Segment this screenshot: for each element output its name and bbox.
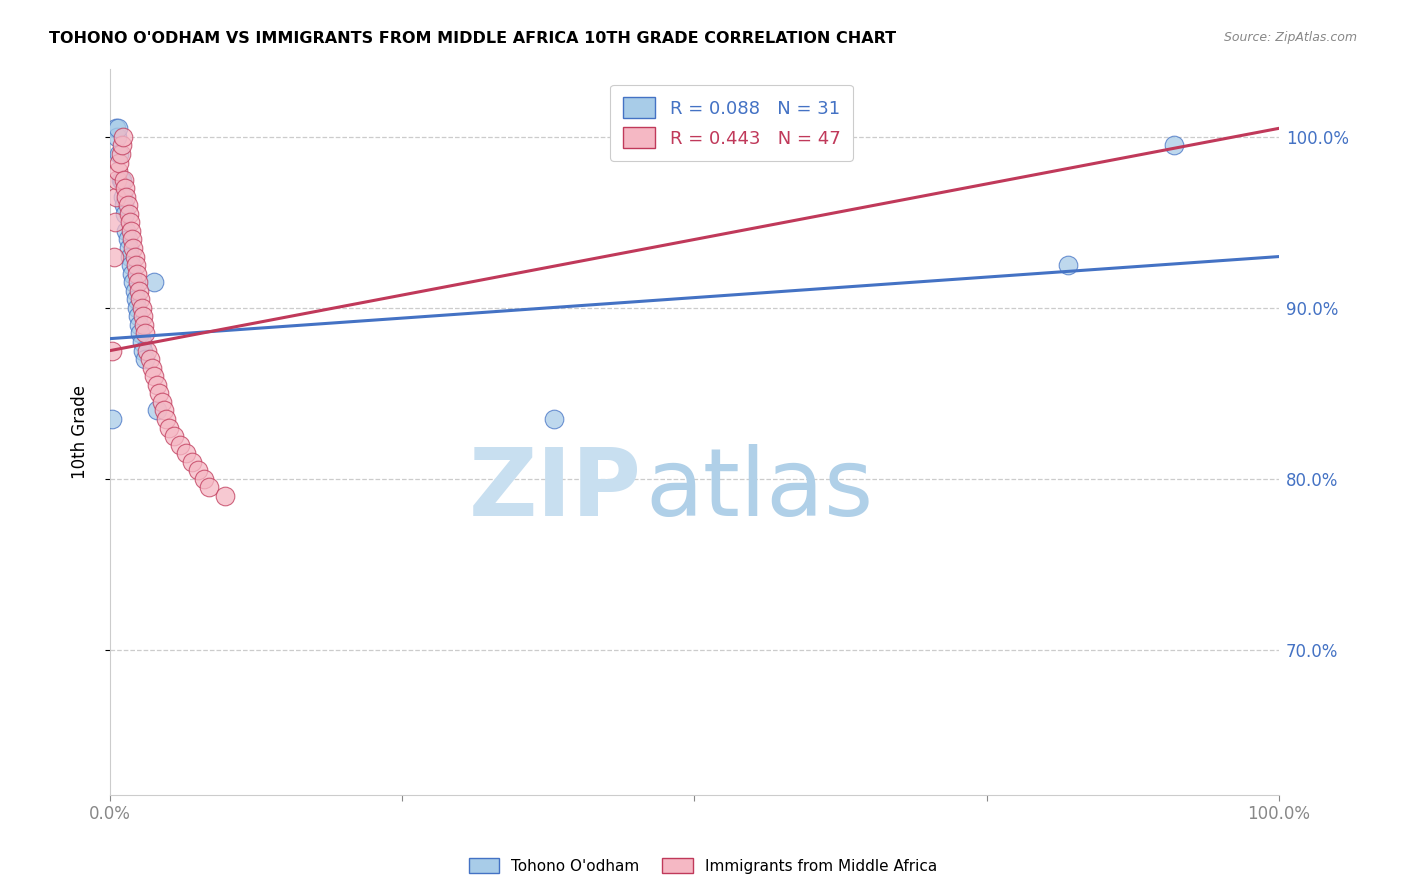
Point — [104, 121, 127, 136]
Point — [174, 446, 197, 460]
Point — [115, 224, 138, 238]
Point — [132, 318, 155, 332]
Point — [104, 215, 127, 229]
Point — [117, 232, 139, 246]
Point — [128, 318, 150, 332]
Point — [150, 395, 173, 409]
Point — [117, 198, 139, 212]
Text: ZIP: ZIP — [470, 444, 643, 536]
Point — [125, 293, 148, 307]
Y-axis label: 10th Grade: 10th Grade — [72, 384, 89, 479]
Point — [153, 403, 176, 417]
Point — [1163, 138, 1185, 153]
Point — [136, 343, 159, 358]
Point — [124, 250, 146, 264]
Point — [214, 489, 236, 503]
Point — [110, 147, 132, 161]
Point — [120, 258, 142, 272]
Text: TOHONO O'ODHAM VS IMMIGRANTS FROM MIDDLE AFRICA 10TH GRADE CORRELATION CHART: TOHONO O'ODHAM VS IMMIGRANTS FROM MIDDLE… — [49, 31, 897, 46]
Point — [118, 250, 141, 264]
Point — [120, 224, 142, 238]
Point — [180, 455, 202, 469]
Point — [129, 293, 152, 307]
Point — [127, 275, 149, 289]
Point — [111, 172, 134, 186]
Point — [169, 437, 191, 451]
Point — [132, 343, 155, 358]
Point — [143, 275, 166, 289]
Point — [105, 172, 128, 186]
Point — [108, 147, 131, 161]
Point — [134, 352, 156, 367]
Point — [193, 472, 215, 486]
Point — [146, 377, 169, 392]
Point — [107, 164, 129, 178]
Point — [103, 250, 125, 264]
Point — [155, 412, 177, 426]
Point — [125, 267, 148, 281]
Point — [114, 207, 136, 221]
Point — [131, 334, 153, 349]
Point — [118, 241, 141, 255]
Point — [128, 284, 150, 298]
Point — [543, 412, 565, 426]
Point — [101, 343, 124, 358]
Point — [127, 310, 149, 324]
Point — [112, 172, 135, 186]
Point — [134, 326, 156, 341]
Point — [114, 181, 136, 195]
Point — [139, 352, 162, 367]
Point — [146, 403, 169, 417]
Legend: R = 0.088   N = 31, R = 0.443   N = 47: R = 0.088 N = 31, R = 0.443 N = 47 — [610, 85, 853, 161]
Text: Source: ZipAtlas.com: Source: ZipAtlas.com — [1223, 31, 1357, 45]
Point — [112, 198, 135, 212]
Point — [121, 267, 143, 281]
Point — [157, 420, 180, 434]
Point — [111, 138, 134, 153]
Point — [187, 463, 209, 477]
Point — [141, 360, 163, 375]
Point — [107, 121, 129, 136]
Point — [115, 190, 138, 204]
Point — [148, 386, 170, 401]
Point — [131, 301, 153, 315]
Point — [121, 232, 143, 246]
Text: atlas: atlas — [645, 444, 873, 536]
Point — [101, 412, 124, 426]
Point — [111, 190, 134, 204]
Legend: Tohono O'odham, Immigrants from Middle Africa: Tohono O'odham, Immigrants from Middle A… — [463, 852, 943, 880]
Point — [118, 215, 141, 229]
Point — [198, 480, 221, 494]
Point — [110, 172, 132, 186]
Point — [163, 429, 186, 443]
Point — [122, 241, 145, 255]
Point — [108, 155, 131, 169]
Point — [104, 190, 127, 204]
Point — [111, 129, 134, 144]
Point — [132, 310, 155, 324]
Point — [122, 275, 145, 289]
Point — [105, 129, 128, 144]
Point — [125, 301, 148, 315]
Point — [124, 284, 146, 298]
Point — [1057, 258, 1080, 272]
Point — [143, 369, 166, 384]
Point — [129, 326, 152, 341]
Point — [125, 258, 148, 272]
Point — [118, 207, 141, 221]
